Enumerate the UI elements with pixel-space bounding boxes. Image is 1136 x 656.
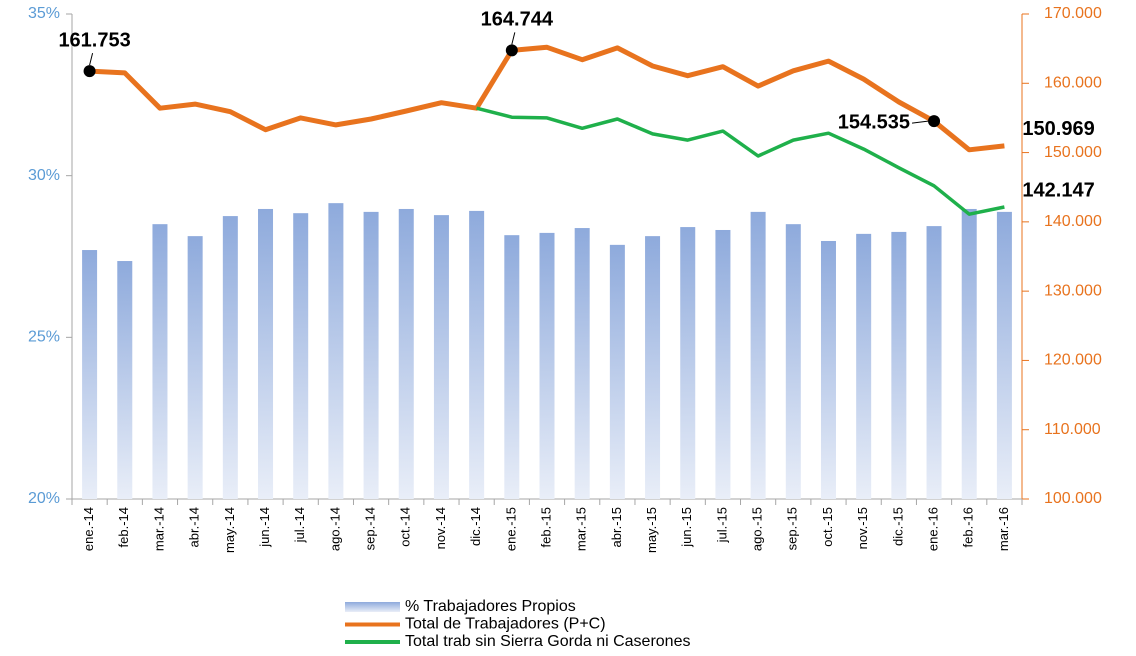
bar [750, 211, 766, 499]
y2-tick-label: 120.000 [1044, 352, 1102, 369]
y2-tick-label: 160.000 [1044, 75, 1102, 92]
bar [715, 229, 731, 499]
bar [856, 233, 872, 499]
x-tick-label: ago.-15 [750, 507, 765, 551]
legend-label: Total trab sin Sierra Gorda ni Caserones [405, 633, 690, 650]
bar [680, 227, 696, 499]
x-tick-label: may.-15 [644, 507, 659, 553]
x-tick-label: ene.-16 [925, 507, 940, 551]
bar [152, 224, 168, 499]
x-tick-label: jul.-14 [292, 507, 307, 543]
x-tick-label: feb.-16 [961, 507, 976, 547]
x-tick-label: ago.-14 [327, 507, 342, 551]
bar [539, 232, 555, 499]
data-label: 161.753 [58, 29, 130, 51]
data-label: 154.535 [838, 111, 910, 133]
marker [928, 115, 941, 128]
y2-tick-label: 170.000 [1044, 5, 1102, 22]
y-tick-label: 35% [28, 5, 60, 22]
x-tick-label: oct.-15 [820, 507, 835, 547]
bar [574, 228, 590, 499]
bar [258, 208, 274, 499]
y-tick-label: 20% [28, 490, 60, 507]
x-tick-label: ene.-14 [81, 507, 96, 551]
bar [433, 215, 449, 499]
bar [645, 236, 661, 499]
x-tick-label: mar.-15 [574, 507, 589, 551]
leader-line [511, 32, 516, 45]
leader-line [89, 53, 94, 66]
bar [82, 250, 98, 499]
x-tick-label: mar.-14 [151, 507, 166, 551]
x-tick-label: may.-14 [222, 507, 237, 553]
x-tick-label: ene.-15 [503, 507, 518, 551]
bar [398, 208, 414, 499]
x-tick-label: abr.-14 [187, 507, 202, 547]
data-label: 142.147 [1022, 179, 1094, 201]
x-tick-label: nov.-15 [855, 507, 870, 549]
bar [996, 211, 1012, 499]
bar [609, 244, 625, 499]
y2-tick-label: 140.000 [1044, 213, 1102, 230]
x-tick-label: sep.-14 [363, 507, 378, 550]
x-tick-label: oct.-14 [398, 507, 413, 547]
bar [961, 208, 977, 499]
x-tick-label: jun.-14 [257, 507, 272, 548]
bar [891, 231, 907, 499]
y-tick-label: 25% [28, 329, 60, 346]
y2-tick-label: 100.000 [1044, 490, 1102, 507]
bar [469, 210, 485, 499]
bar [926, 226, 942, 499]
x-tick-label: feb.-15 [538, 507, 553, 547]
leader-line [911, 120, 929, 124]
legend-swatch [345, 602, 400, 612]
bar [504, 235, 520, 499]
data-label: 150.969 [1022, 118, 1094, 140]
bar [117, 261, 133, 499]
x-tick-label: mar.-16 [996, 507, 1011, 551]
legend-label: % Trabajadores Propios [405, 598, 576, 615]
bar [820, 240, 836, 500]
bar [785, 224, 801, 499]
y2-tick-label: 110.000 [1044, 421, 1101, 438]
bar [293, 213, 309, 499]
data-label: 164.744 [481, 9, 554, 31]
y2-tick-label: 150.000 [1044, 144, 1102, 161]
bar [187, 236, 203, 499]
bar [328, 203, 344, 499]
x-tick-label: feb.-14 [116, 507, 131, 547]
legend-label: Total de Trabajadores (P+C) [405, 616, 606, 633]
bar [363, 211, 379, 499]
x-tick-label: jun.-15 [679, 507, 694, 548]
x-tick-label: jul.-15 [714, 507, 729, 543]
x-tick-label: dic.-14 [468, 507, 483, 546]
bar [222, 216, 238, 500]
y-tick-label: 30% [28, 167, 60, 184]
marker [83, 65, 96, 78]
line [89, 44, 1005, 153]
x-tick-label: sep.-15 [785, 507, 800, 550]
x-tick-label: nov.-14 [433, 507, 448, 549]
marker [505, 44, 518, 57]
x-tick-label: abr.-15 [609, 507, 624, 547]
x-tick-label: dic.-15 [890, 507, 905, 546]
line [476, 106, 1005, 216]
y2-tick-label: 130.000 [1044, 282, 1102, 299]
